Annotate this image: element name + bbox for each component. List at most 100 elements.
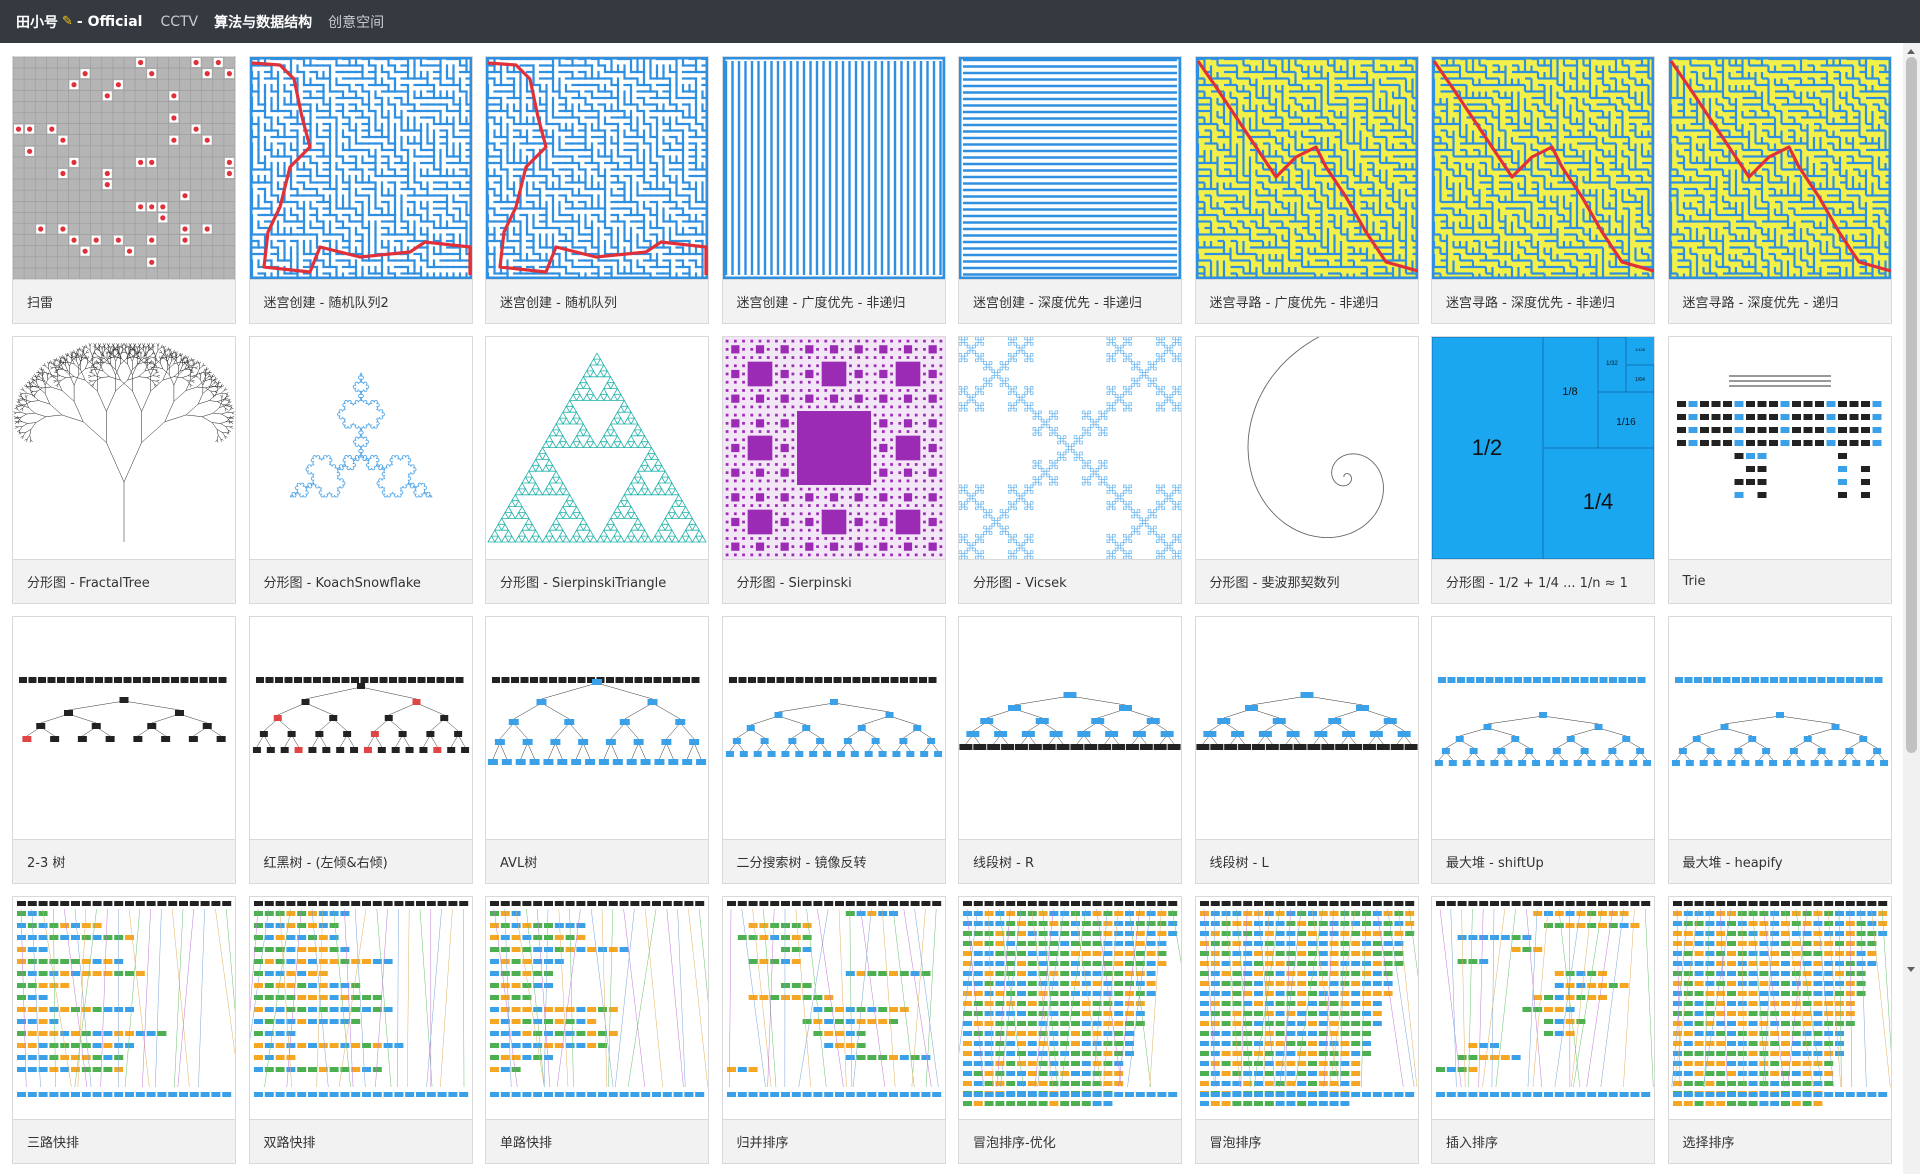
card-caption: 扫雷 <box>13 279 235 323</box>
card-thumbnail-halves[interactable]: 1/2 1/4 1/8 1/16 1/32 1/64 1/128 <box>1432 337 1654 559</box>
card-caption: 冒泡排序-优化 <box>959 1119 1181 1163</box>
card-thumbnail-sort-bubble[interactable] <box>1668 897 1891 1119</box>
algorithm-card[interactable]: 迷宫创建 - 随机队列2 <box>248 56 473 324</box>
algorithm-card[interactable]: 分形图 - KoachSnowflake <box>248 336 473 604</box>
nav-link-creative[interactable]: 创意空间 <box>328 14 385 31</box>
card-caption: 迷宫寻路 - 广度优先 - 非递归 <box>1195 279 1418 323</box>
card-caption: 三路快排 <box>13 1119 235 1163</box>
algorithm-card[interactable]: Trie <box>1667 336 1892 604</box>
card-thumbnail-tree-redblack[interactable] <box>249 617 472 839</box>
thumbnail-image <box>1195 337 1418 559</box>
card-thumbnail-maze-path[interactable] <box>249 57 472 279</box>
card-thumbnail-fractal-tree[interactable] <box>13 337 235 559</box>
card-thumbnail-tree-blue[interactable] <box>722 617 945 839</box>
card-thumbnail-tree-segment[interactable] <box>959 617 1181 839</box>
card-thumbnail-trie[interactable] <box>1668 337 1891 559</box>
card-caption: 红黑树 - (左倾&右倾) <box>249 839 472 883</box>
scrollbar[interactable] <box>1903 43 1920 1174</box>
card-thumbnail-maze-solve[interactable] <box>1432 57 1654 279</box>
brand[interactable]: 田小号 ✎ - Official <box>16 12 142 32</box>
thumbnail-image <box>13 617 235 839</box>
card-thumbnail-sort-merge[interactable] <box>1432 897 1654 1119</box>
card-caption: 2-3 树 <box>13 839 235 883</box>
algorithm-card[interactable]: 插入排序 <box>1431 896 1655 1164</box>
algorithm-card[interactable]: 选择排序 <box>1667 896 1892 1164</box>
card-thumbnail-maze-solve[interactable] <box>1668 57 1891 279</box>
thumbnail-image <box>1195 57 1418 279</box>
thumbnail-image <box>1195 617 1418 839</box>
thumbnail-image <box>959 337 1181 559</box>
algorithm-card[interactable]: 迷宫寻路 - 深度优先 - 递归 <box>1667 56 1892 324</box>
card-thumbnail-sort[interactable] <box>13 897 235 1119</box>
card-thumbnail-maze-path[interactable] <box>486 57 708 279</box>
thumbnail-image <box>486 57 708 279</box>
card-thumbnail-maze-solve[interactable] <box>1195 57 1418 279</box>
algorithm-card[interactable]: 红黑树 - (左倾&右倾) <box>248 616 473 884</box>
card-thumbnail-tree-avl[interactable] <box>486 617 708 839</box>
thumbnail-image <box>722 57 945 279</box>
algorithm-card[interactable]: 冒泡排序 <box>1194 896 1419 1164</box>
card-thumbnail-tree-heap[interactable] <box>1432 617 1654 839</box>
card-thumbnail-maze-vertical[interactable] <box>722 57 945 279</box>
card-thumbnail-vicsek[interactable] <box>959 337 1181 559</box>
algorithm-card[interactable]: 迷宫创建 - 广度优先 - 非递归 <box>721 56 946 324</box>
card-thumbnail-minesweeper[interactable] <box>13 57 235 279</box>
algorithm-card[interactable]: 迷宫寻路 - 深度优先 - 非递归 <box>1431 56 1655 324</box>
card-caption: 迷宫创建 - 随机队列 <box>486 279 708 323</box>
thumbnail-image <box>1195 897 1418 1119</box>
card-thumbnail-sierpinski-carpet[interactable] <box>722 337 945 559</box>
nav-link-algorithms[interactable]: 算法与数据结构 <box>214 14 313 31</box>
card-caption: 二分搜索树 - 镜像反转 <box>722 839 945 883</box>
card-thumbnail-tree-heap[interactable] <box>1668 617 1891 839</box>
card-caption: 最大堆 - shiftUp <box>1432 839 1654 883</box>
scroll-up-icon[interactable] <box>1907 49 1915 54</box>
card-thumbnail-sort[interactable] <box>486 897 708 1119</box>
algorithm-card[interactable]: 单路快排 <box>485 896 709 1164</box>
card-caption: 分形图 - Vicsek <box>959 559 1181 603</box>
scroll-down-icon[interactable] <box>1907 967 1915 972</box>
algorithm-card[interactable]: 分形图 - Vicsek <box>958 336 1182 604</box>
algorithm-card[interactable]: 三路快排 <box>12 896 236 1164</box>
card-caption: AVL树 <box>486 839 708 883</box>
algorithm-card[interactable]: 2-3 树 <box>12 616 236 884</box>
algorithm-card[interactable]: 分形图 - Sierpinski <box>721 336 946 604</box>
thumbnail-image <box>1668 617 1891 839</box>
scroll-thumb[interactable] <box>1906 57 1917 753</box>
algorithm-card[interactable]: 迷宫创建 - 随机队列 <box>485 56 709 324</box>
card-thumbnail-sort-bubble[interactable] <box>1195 897 1418 1119</box>
algorithm-card[interactable]: 分形图 - FractalTree <box>12 336 236 604</box>
card-thumbnail-sort[interactable] <box>249 897 472 1119</box>
card-caption: 迷宫寻路 - 深度优先 - 递归 <box>1668 279 1891 323</box>
thumbnail-image <box>1668 897 1891 1119</box>
card-caption: 线段树 - L <box>1195 839 1418 883</box>
algorithm-card[interactable]: AVL树 <box>485 616 709 884</box>
algorithm-card[interactable]: 1/2 1/4 1/8 1/16 1/32 1/64 1/128 分形图 - 1/2 + 1/… <box>1431 336 1655 604</box>
card-thumbnail-sort-merge[interactable] <box>722 897 945 1119</box>
algorithm-card[interactable]: 线段树 - L <box>1194 616 1419 884</box>
algorithm-card[interactable]: 二分搜索树 - 镜像反转 <box>721 616 946 884</box>
card-thumbnail-sort-bubble[interactable] <box>959 897 1181 1119</box>
algorithm-card[interactable]: 归并排序 <box>721 896 946 1164</box>
nav-link-cctv[interactable]: CCTV <box>160 13 199 30</box>
algorithm-card[interactable]: 冒泡排序-优化 <box>958 896 1182 1164</box>
card-thumbnail-sierpinski-triangle[interactable] <box>486 337 708 559</box>
algorithm-card[interactable]: 分形图 - 斐波那契数列 <box>1194 336 1419 604</box>
algorithm-card[interactable]: 最大堆 - heapify <box>1667 616 1892 884</box>
thumbnail-image <box>722 897 945 1119</box>
thumbnail-image <box>1668 337 1891 559</box>
algorithm-card[interactable]: 迷宫创建 - 深度优先 - 非递归 <box>958 56 1182 324</box>
card-caption: 迷宫创建 - 深度优先 - 非递归 <box>959 279 1181 323</box>
card-thumbnail-tree-segment[interactable] <box>1195 617 1418 839</box>
card-thumbnail-maze-horizontal[interactable] <box>959 57 1181 279</box>
card-thumbnail-spiral[interactable] <box>1195 337 1418 559</box>
algorithm-card[interactable]: 双路快排 <box>248 896 473 1164</box>
card-thumbnail-koch[interactable] <box>249 337 472 559</box>
thumbnail-image <box>13 897 235 1119</box>
card-thumbnail-tree-small[interactable] <box>13 617 235 839</box>
algorithm-card[interactable]: 扫雷 <box>12 56 236 324</box>
algorithm-card[interactable]: 最大堆 - shiftUp <box>1431 616 1655 884</box>
algorithm-card[interactable]: 分形图 - SierpinskiTriangle <box>485 336 709 604</box>
thumbnail-image <box>249 897 472 1119</box>
algorithm-card[interactable]: 线段树 - R <box>958 616 1182 884</box>
algorithm-card[interactable]: 迷宫寻路 - 广度优先 - 非递归 <box>1194 56 1419 324</box>
